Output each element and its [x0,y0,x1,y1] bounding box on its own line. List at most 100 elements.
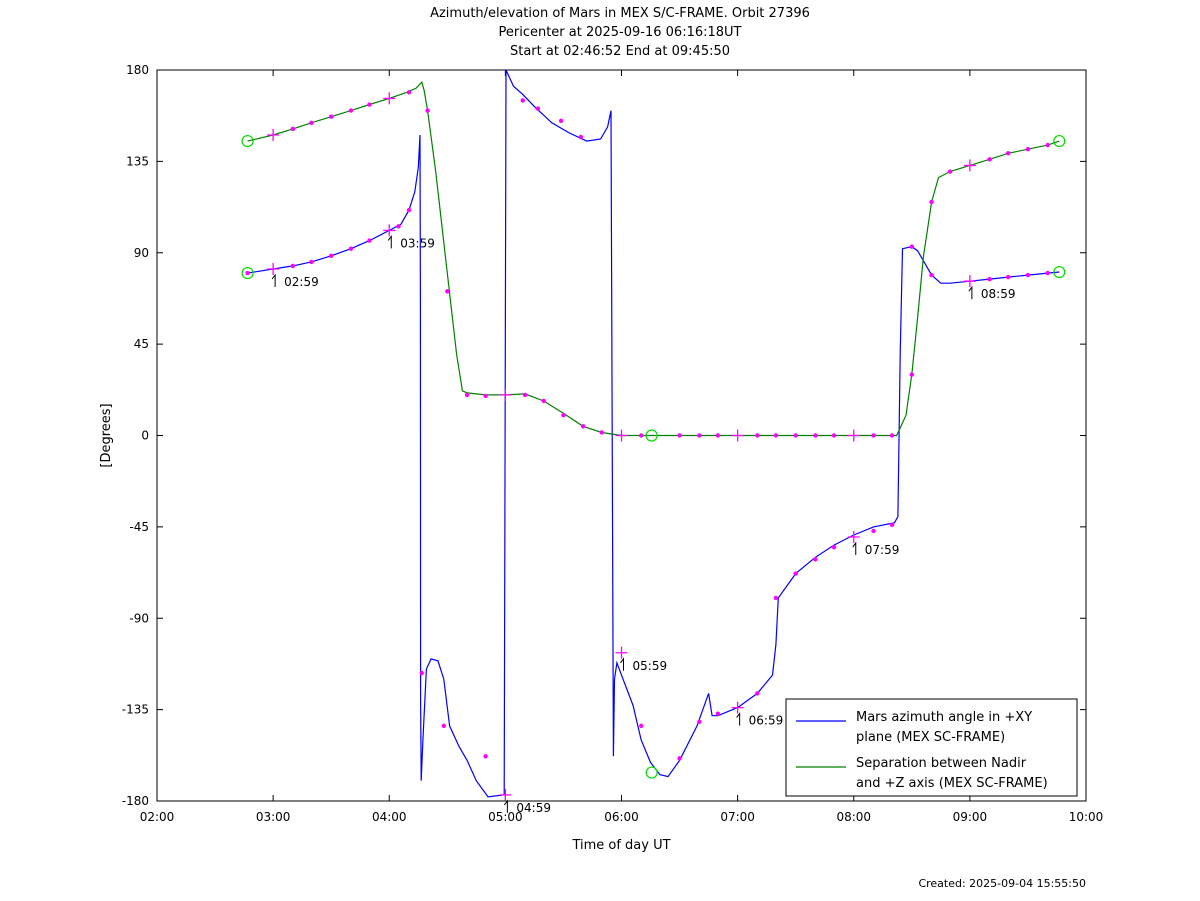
series-layer [247,69,1060,798]
data-point-dot [831,544,837,550]
data-point-dot [520,98,525,103]
chart-title: Azimuth/elevation of Mars in MEX S/C-FRA… [430,6,810,21]
data-point-dot [425,108,430,113]
event-circle-marker [241,134,254,148]
data-point-dot [929,199,934,205]
data-point-dot [367,238,372,243]
hour-cross-marker [267,128,280,141]
hour-cross-marker [731,701,744,714]
x-tick-label: 10:00 [1069,810,1104,824]
legend-label-1: plane (MEX SC-FRAME) [856,730,1005,745]
data-point-dot [793,433,798,438]
annotation-label: 05:59 [633,659,668,673]
hour-cross-marker [963,275,976,288]
data-point-dot [328,114,334,119]
data-point-dot [889,433,895,438]
data-point-dot [773,433,779,438]
data-point-dot [813,557,818,562]
x-tick-label: 02:00 [140,810,175,824]
hour-cross-marker [847,531,860,544]
data-point-dot [755,691,760,696]
annotation-label: 03:59 [400,236,435,250]
data-point-dot [445,289,450,294]
data-point-dot [396,224,401,229]
event-circle-marker [645,766,658,779]
annotation-arrow [503,799,508,813]
data-point-dot [831,433,837,438]
data-point-dot [1005,151,1011,156]
data-point-dot [406,90,412,95]
data-point-dot [909,244,915,249]
data-point-dot [715,433,721,438]
event-circle-marker [241,266,254,280]
annotation-arrow [852,541,857,556]
data-point-dot [309,120,314,125]
series-line-1 [247,69,1060,798]
x-axis-label: Time of day UT [571,838,670,853]
axes-group: 02:00 03:00 04:00 05:00 06:00 07:00 08:00 09:00… [99,63,1103,853]
annotation-label: 02:59 [284,275,319,289]
y-tick-label: 45 [134,337,149,351]
data-point-dot [793,571,798,576]
y-tick-label: -180 [122,794,149,808]
data-point-dot [541,398,546,404]
data-point-dot [328,253,334,258]
event-circle-marker [1053,134,1066,148]
y-tick-label: 180 [126,63,149,77]
data-point-dot [464,392,470,398]
x-tick-label: 04:00 [372,810,407,824]
annotation-layer: 02:59 03:59 04:59 05:59 06:59 07:59 08:59 [271,234,1016,815]
data-point-dot [987,276,992,282]
x-tick-label: 06:00 [604,810,639,824]
annotation-arrow [736,712,741,726]
start-end-text: Start at 02:46:52 End at 09:45:50 [509,44,731,59]
x-tick-label: 08:00 [836,810,871,824]
hour-cross-marker [731,429,744,442]
annotation-label: 07:59 [865,543,900,557]
data-point-dot [871,433,876,438]
data-point-dot [309,259,314,265]
data-point-dot [522,392,528,398]
data-point-dot [578,134,584,140]
data-point-dot [561,412,566,418]
data-point-dot [1025,146,1031,152]
data-point-dot [715,711,721,716]
data-point-dot [697,719,702,725]
pericenter-text: Pericenter at 2025-09-16 06:16:18UT [498,25,742,40]
hour-cross-marker [267,262,280,275]
annotation-label: 06:59 [749,714,784,728]
hour-cross-marker [499,788,512,801]
annotation-label: 08:59 [981,287,1016,301]
event-circle-marker [645,429,658,442]
hour-cross-marker [615,646,628,659]
annotation-arrow [620,657,624,671]
data-point-dot [813,433,818,438]
legend-label-1: Mars azimuth angle in +XY [856,710,1032,725]
event-circle-marker [1053,265,1066,279]
data-point-dot [889,522,895,528]
data-point-dot [535,106,541,111]
data-point-dot [639,433,644,438]
data-point-dot [290,126,296,132]
data-point-dot [290,263,296,269]
data-point-dot [773,595,779,601]
data-point-dot [406,207,412,213]
hour-cross-marker [383,224,396,237]
y-tick-label: -90 [129,611,149,625]
hour-cross-marker [847,429,860,442]
hour-cross-marker [963,159,976,172]
data-point-dot [580,424,586,429]
annotation-label: 04:59 [516,801,551,815]
data-point-dot [677,433,682,438]
data-point-dot [1025,272,1031,278]
marker-layer [241,90,1066,801]
hour-cross-marker [615,429,628,442]
hour-cross-marker [499,388,512,401]
legend: Mars azimuth angle in +XY plane (MEX SC-F… [785,698,1078,797]
annotation-arrow [271,273,276,287]
legend-box [785,698,1078,797]
data-point-dot [245,270,250,276]
legend-label-2: and +Z axis (MEX SC-FRAME) [856,776,1048,791]
data-point-dot [987,157,992,162]
